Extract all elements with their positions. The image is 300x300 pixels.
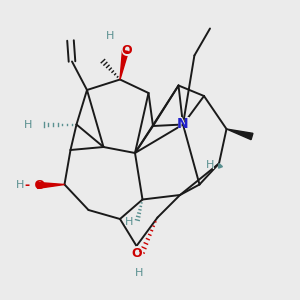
Polygon shape: [218, 164, 223, 168]
Text: H: H: [16, 180, 24, 190]
Polygon shape: [38, 182, 64, 188]
Text: H: H: [105, 29, 116, 43]
Polygon shape: [120, 50, 128, 80]
Text: H: H: [134, 266, 144, 280]
Text: H: H: [134, 268, 143, 278]
Text: O: O: [122, 44, 132, 58]
Text: - O: - O: [25, 179, 45, 192]
Polygon shape: [226, 129, 253, 140]
Text: H: H: [125, 217, 133, 227]
Text: O: O: [120, 44, 134, 59]
Text: H: H: [24, 119, 33, 130]
Text: N: N: [177, 118, 189, 131]
Text: O: O: [130, 246, 144, 261]
Text: H: H: [23, 118, 34, 131]
Text: H: H: [14, 178, 24, 192]
Text: O: O: [132, 247, 142, 260]
Text: H: H: [124, 215, 134, 229]
Text: N: N: [176, 116, 190, 134]
Text: H: H: [205, 158, 215, 172]
Text: H: H: [106, 31, 115, 41]
Text: H: H: [206, 160, 214, 170]
